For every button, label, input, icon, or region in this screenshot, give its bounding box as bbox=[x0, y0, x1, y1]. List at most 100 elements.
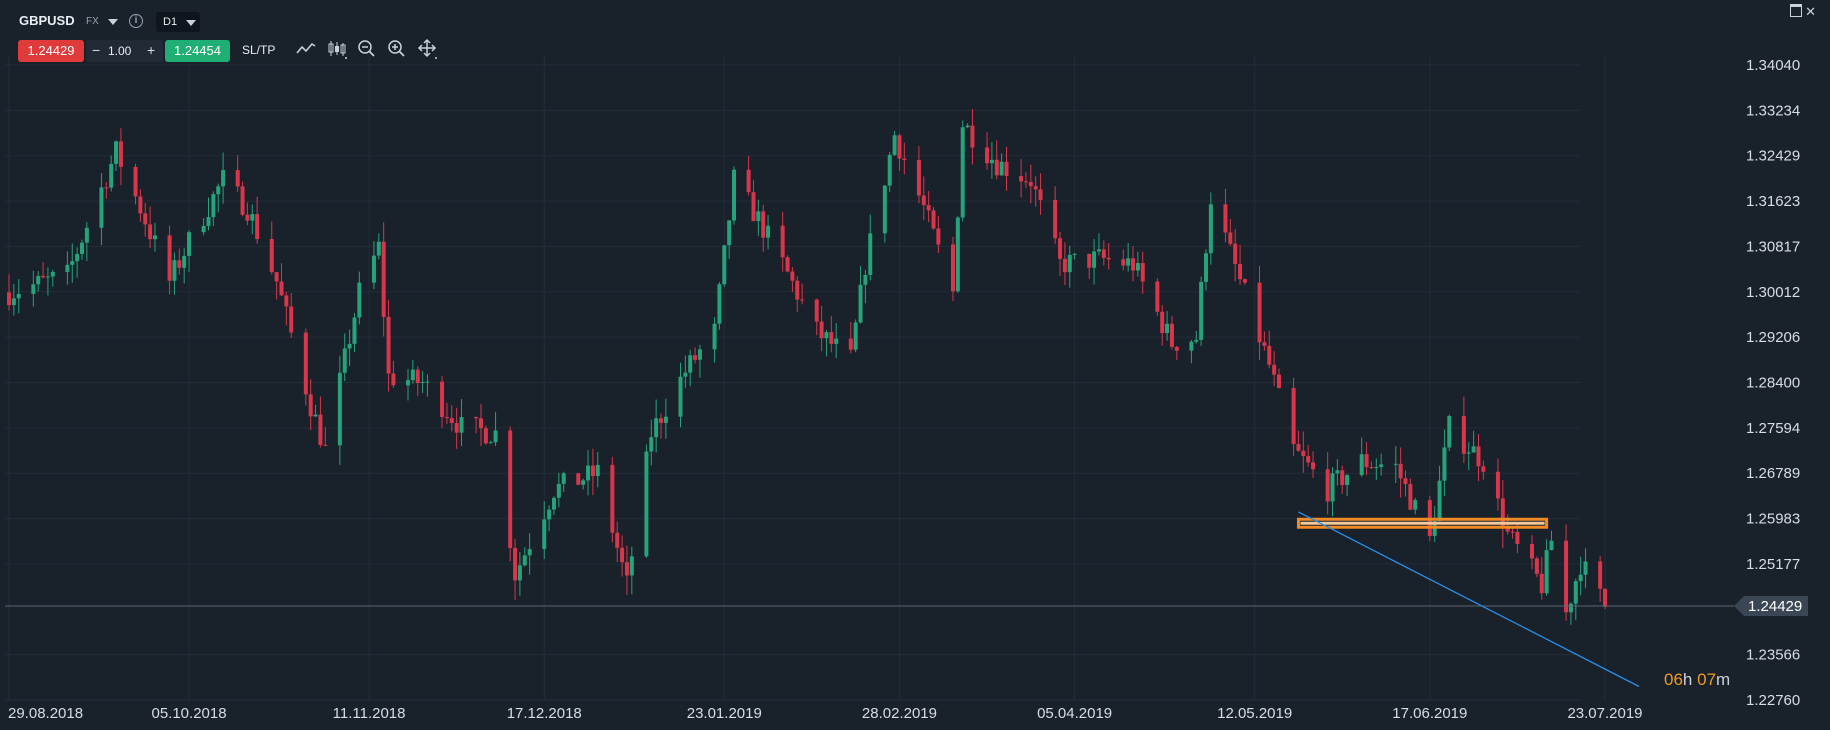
time-axis[interactable]: 29.08.2018 05.10.2018 11.11.2018 17.12.2018… bbox=[8, 705, 1643, 722]
symbol-label[interactable]: GBPUSD bbox=[19, 13, 75, 28]
candle-up bbox=[717, 284, 722, 324]
candle-down bbox=[620, 547, 625, 563]
maximize-icon[interactable] bbox=[1790, 4, 1803, 17]
close-icon[interactable]: ✕ bbox=[1805, 4, 1816, 19]
candle-up bbox=[1359, 454, 1364, 476]
candle-up bbox=[36, 275, 41, 285]
candle-down bbox=[1121, 259, 1126, 266]
quantity-decrease-button[interactable]: − bbox=[92, 42, 101, 58]
candle-up bbox=[1199, 281, 1204, 340]
candle-down bbox=[133, 166, 138, 197]
symbol-dropdown-icon[interactable] bbox=[108, 19, 118, 25]
candle-down bbox=[1539, 573, 1544, 594]
candle-down bbox=[1603, 588, 1607, 607]
candle-down bbox=[255, 214, 260, 240]
quantity-stepper[interactable]: − 1.00 + bbox=[86, 40, 163, 62]
time-tick-label: 05.04.2019 bbox=[1037, 705, 1112, 722]
candle-up bbox=[551, 497, 556, 510]
candle-down bbox=[118, 141, 123, 167]
candle-down bbox=[1004, 161, 1009, 177]
candle-up bbox=[766, 225, 771, 238]
trendline[interactable] bbox=[1298, 511, 1640, 688]
candle-down bbox=[289, 306, 294, 333]
candle-up bbox=[493, 430, 498, 443]
candle-down bbox=[1301, 450, 1306, 457]
candle-up bbox=[858, 284, 863, 323]
candle-up bbox=[1374, 467, 1379, 469]
candle-up bbox=[201, 225, 206, 233]
pan-icon[interactable] bbox=[416, 38, 438, 60]
quantity-increase-button[interactable]: + bbox=[147, 42, 156, 58]
candle-down bbox=[303, 332, 308, 395]
candle-up bbox=[459, 417, 464, 433]
zoom-out-icon[interactable] bbox=[356, 38, 378, 60]
drawings[interactable] bbox=[5, 511, 1734, 688]
candle-up bbox=[79, 242, 84, 255]
candle-down bbox=[308, 394, 313, 417]
candle-up bbox=[1447, 416, 1452, 448]
candles-icon[interactable] bbox=[326, 38, 348, 60]
support-zone[interactable] bbox=[1296, 517, 1549, 529]
candle-down bbox=[318, 414, 323, 445]
candle-down bbox=[245, 214, 250, 221]
candle-up bbox=[1092, 251, 1097, 268]
candle-up bbox=[955, 217, 960, 292]
candle-down bbox=[800, 299, 805, 301]
buy-button[interactable]: 1.24454 bbox=[165, 40, 230, 62]
candle-down bbox=[659, 418, 664, 423]
candle-down bbox=[1023, 181, 1028, 183]
candle-down bbox=[415, 369, 420, 384]
candle-up bbox=[887, 154, 892, 186]
info-icon[interactable]: i bbox=[129, 14, 143, 28]
candle-up bbox=[697, 349, 702, 360]
zoom-in-icon[interactable] bbox=[386, 38, 408, 60]
candle-down bbox=[269, 239, 274, 273]
candle-down bbox=[1058, 238, 1063, 259]
candle-up bbox=[84, 227, 89, 243]
candle-up bbox=[70, 261, 75, 265]
candle-down bbox=[148, 224, 153, 240]
candle-up bbox=[882, 185, 887, 234]
candle-up bbox=[31, 284, 36, 294]
candle-up bbox=[11, 298, 16, 306]
candle-down bbox=[440, 381, 445, 418]
candle-down bbox=[1476, 446, 1481, 467]
line-chart-icon[interactable] bbox=[295, 38, 317, 60]
candle-down bbox=[1101, 249, 1106, 258]
candle-down bbox=[1228, 232, 1233, 244]
candle-up bbox=[1549, 540, 1554, 551]
candle-down bbox=[483, 428, 488, 444]
candle-up bbox=[649, 437, 654, 452]
price-tick-label: 1.25177 bbox=[1746, 556, 1800, 573]
price-tick-label: 1.30817 bbox=[1746, 238, 1800, 255]
candle-up bbox=[892, 135, 897, 155]
timeframe-select[interactable]: D1 bbox=[156, 12, 200, 32]
candle-up bbox=[712, 323, 717, 350]
price-tick-label: 1.32429 bbox=[1746, 148, 1800, 165]
candle-up bbox=[1544, 550, 1549, 594]
candle-down bbox=[1276, 374, 1281, 388]
sell-button[interactable]: 1.24429 bbox=[18, 40, 84, 62]
candle-down bbox=[819, 321, 824, 339]
candle-down bbox=[7, 292, 11, 306]
price-axis[interactable]: 1.34040 1.33234 1.32429 1.31623 1.30817 1.300… bbox=[1734, 57, 1808, 709]
candle-up bbox=[376, 241, 381, 256]
candle-up bbox=[406, 380, 410, 386]
candle-up bbox=[853, 322, 858, 350]
candle-down bbox=[391, 373, 396, 386]
candle-down bbox=[936, 228, 941, 245]
price-tick-label: 1.26789 bbox=[1746, 465, 1800, 482]
sltp-button[interactable]: SL/TP bbox=[242, 43, 276, 57]
candle-up bbox=[688, 355, 693, 373]
candle-down bbox=[1238, 263, 1243, 280]
candle-down bbox=[449, 418, 454, 423]
candle-down bbox=[1291, 387, 1296, 445]
price-tick-label: 1.31623 bbox=[1746, 193, 1800, 210]
candle-down bbox=[444, 417, 449, 419]
quantity-value[interactable]: 1.00 bbox=[108, 44, 132, 58]
candle-up bbox=[1189, 341, 1194, 351]
candle-down bbox=[240, 186, 245, 215]
price-tick-label: 1.33234 bbox=[1746, 102, 1800, 119]
candle-down bbox=[279, 281, 284, 296]
